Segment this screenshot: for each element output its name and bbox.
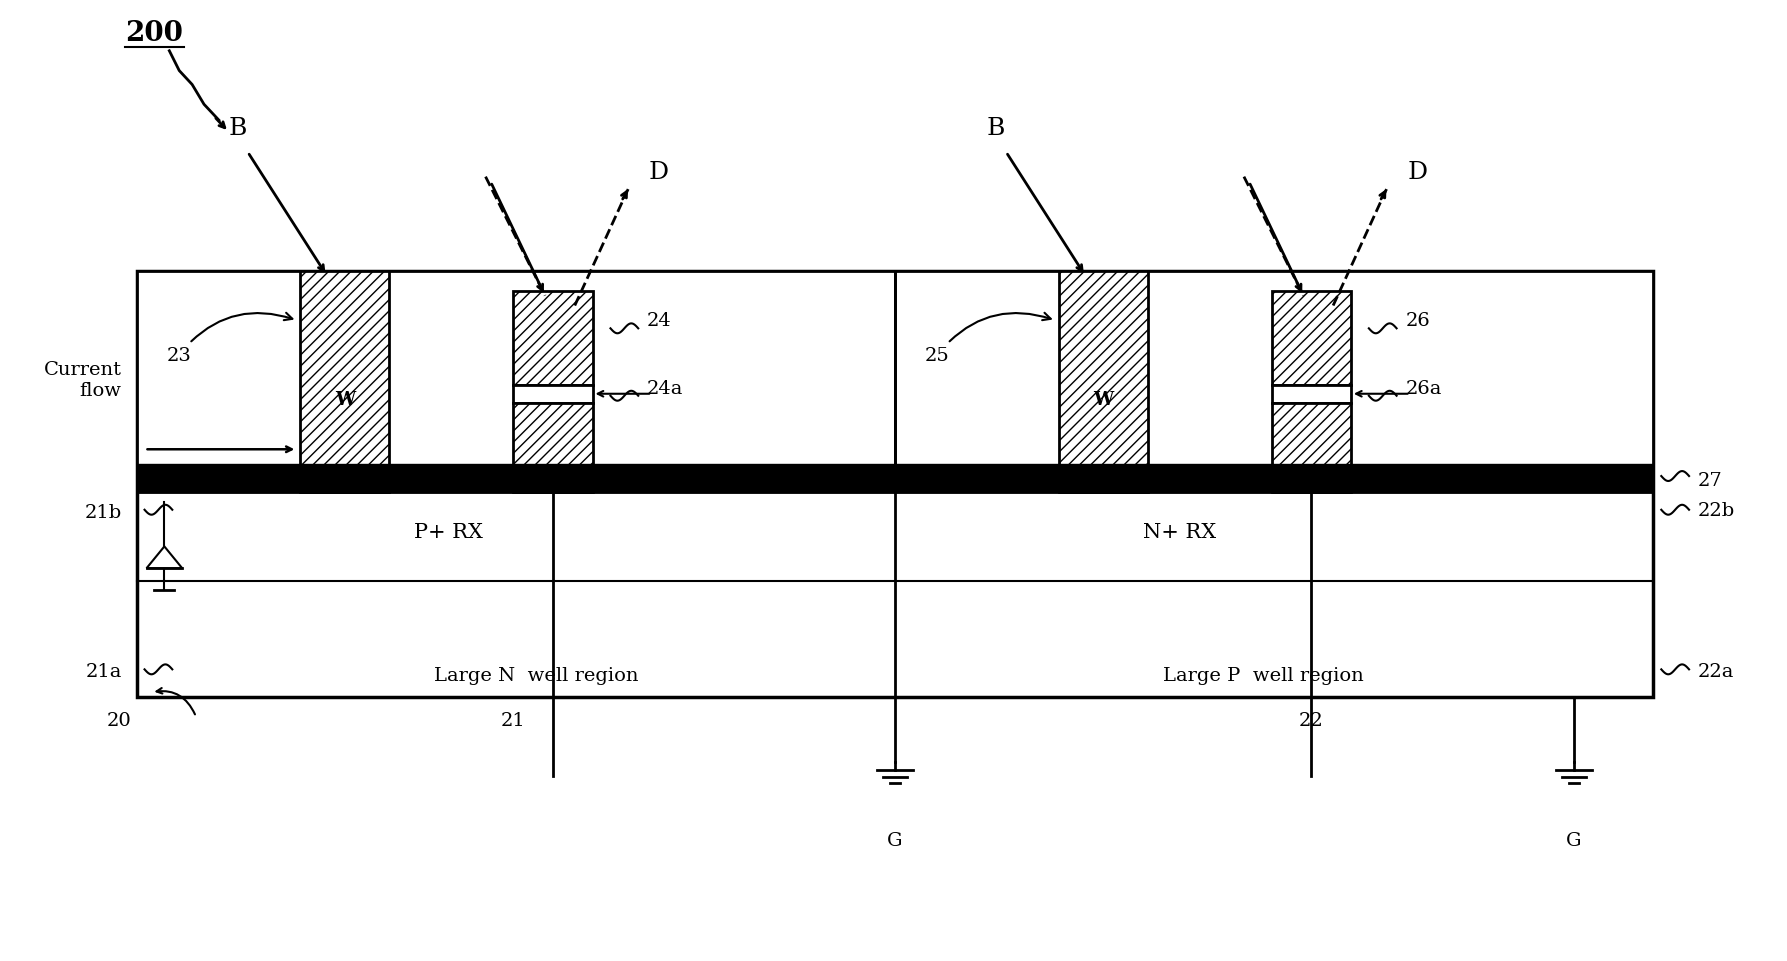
Bar <box>895 272 1653 492</box>
Text: Large P  well region: Large P well region <box>1163 667 1363 684</box>
Bar <box>513 404 593 492</box>
Bar <box>513 385 593 404</box>
Text: 24a: 24a <box>647 380 684 397</box>
Text: Large N  well region: Large N well region <box>434 667 638 684</box>
Text: 22: 22 <box>1299 711 1324 729</box>
Text: G: G <box>1565 831 1581 850</box>
Text: Current
flow: Current flow <box>43 361 122 400</box>
Bar <box>513 291 593 385</box>
Bar <box>136 465 1653 492</box>
Text: 20: 20 <box>107 711 132 729</box>
Text: 21b: 21b <box>84 504 122 521</box>
Text: 26: 26 <box>1406 312 1430 330</box>
Bar <box>136 272 1653 698</box>
Text: 21a: 21a <box>86 663 122 680</box>
Text: D: D <box>1408 161 1428 184</box>
Text: 21: 21 <box>500 711 525 729</box>
Text: W: W <box>334 390 356 408</box>
Text: B: B <box>986 116 1006 139</box>
Text: 24: 24 <box>647 312 672 330</box>
Bar <box>1058 272 1147 492</box>
Text: 27: 27 <box>1698 472 1723 489</box>
Text: P+ RX: P+ RX <box>415 523 482 541</box>
Text: 25: 25 <box>924 313 1051 364</box>
Text: 26a: 26a <box>1406 380 1442 397</box>
Text: B: B <box>229 116 247 139</box>
Bar <box>300 272 390 492</box>
Bar <box>136 272 895 492</box>
Text: G: G <box>886 831 902 850</box>
Text: 22b: 22b <box>1698 502 1735 519</box>
Text: 22a: 22a <box>1698 663 1735 680</box>
Text: 200: 200 <box>125 20 184 47</box>
Bar <box>1272 404 1351 492</box>
Text: W: W <box>1094 390 1113 408</box>
Bar <box>1272 291 1351 385</box>
Text: 23: 23 <box>166 313 293 364</box>
Text: D: D <box>649 161 668 184</box>
Text: N+ RX: N+ RX <box>1144 523 1215 541</box>
Bar <box>1272 385 1351 404</box>
